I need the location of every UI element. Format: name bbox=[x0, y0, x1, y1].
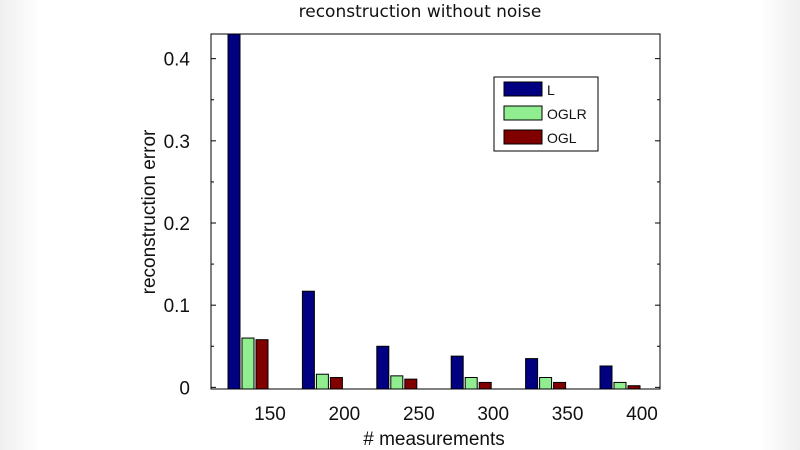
bar-ogl-150 bbox=[255, 339, 269, 390]
bar-l-350 bbox=[525, 358, 539, 390]
bars-layer bbox=[227, 33, 641, 390]
bar-l-250 bbox=[376, 345, 390, 390]
y-tick-label: 0.3 bbox=[164, 132, 190, 153]
y-axis-label: reconstruction error bbox=[139, 129, 160, 294]
legend-label-ogl: OGL bbox=[547, 130, 577, 146]
y-tick-label: 0 bbox=[179, 378, 190, 399]
y-tick-label: 0.1 bbox=[164, 296, 190, 317]
legend-swatch-oglr bbox=[503, 105, 543, 121]
legend-swatch-l bbox=[503, 81, 543, 97]
chart-title: reconstruction without noise bbox=[298, 2, 542, 22]
legend-label-l: L bbox=[547, 82, 555, 98]
bar-oglr-250 bbox=[390, 375, 404, 390]
bar-oglr-300 bbox=[464, 376, 478, 390]
x-tick-label-350: 350 bbox=[552, 404, 584, 425]
x-tick-label-250: 250 bbox=[403, 404, 435, 425]
y-tick-label: 0.4 bbox=[164, 50, 191, 71]
axes-frame bbox=[210, 33, 661, 390]
x-tick-label-200: 200 bbox=[329, 404, 361, 425]
y-axis-ticks: 0 0.1 0.2 0.3 0.4 bbox=[164, 50, 660, 399]
legend-label-oglr: OGLR bbox=[547, 106, 587, 122]
legend-swatch-ogl bbox=[503, 129, 543, 145]
bar-ogl-300 bbox=[478, 381, 492, 390]
x-axis-ticks: 150 200 250 300 350 400 bbox=[254, 404, 658, 425]
x-tick-label-400: 400 bbox=[626, 404, 658, 425]
legend: L OGLR OGL bbox=[493, 76, 599, 152]
x-axis-label: # measurements bbox=[363, 429, 505, 450]
bar-oglr-200 bbox=[315, 373, 329, 390]
bar-oglr-350 bbox=[539, 376, 553, 390]
x-tick-label-150: 150 bbox=[254, 404, 286, 425]
y-tick-label: 0.2 bbox=[164, 214, 190, 235]
x-tick-label-300: 300 bbox=[477, 404, 509, 425]
bar-l-400 bbox=[599, 365, 613, 390]
bar-ogl-350 bbox=[553, 381, 567, 390]
bar-oglr-150 bbox=[241, 337, 255, 390]
bar-l-300 bbox=[450, 355, 464, 390]
bar-ogl-200 bbox=[329, 376, 343, 390]
bar-ogl-250 bbox=[404, 378, 418, 390]
bar-l-200 bbox=[301, 290, 315, 390]
bar-l-150 bbox=[227, 33, 241, 390]
bar-oglr-400 bbox=[613, 381, 627, 390]
